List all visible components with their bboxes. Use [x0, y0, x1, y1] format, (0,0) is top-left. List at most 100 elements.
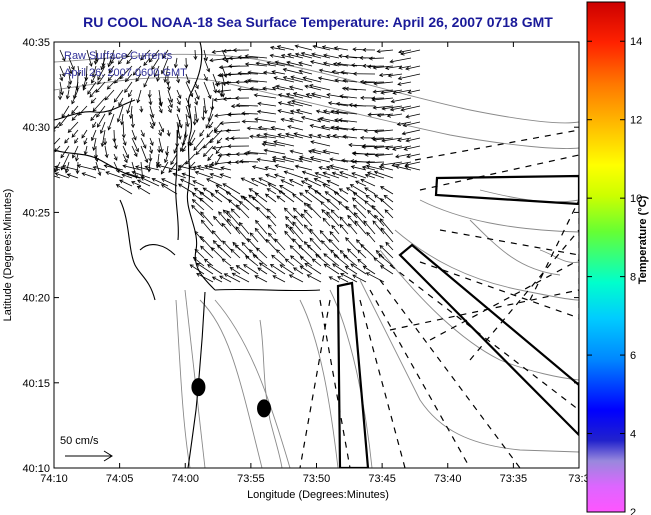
- current-vector: [71, 89, 79, 104]
- current-vector: [245, 255, 259, 267]
- current-vector-head: [359, 55, 364, 60]
- current-vector: [340, 95, 358, 99]
- current-vector: [236, 265, 250, 275]
- current-vector: [373, 257, 385, 267]
- current-vector-head: [186, 103, 191, 109]
- current-vector: [149, 145, 153, 154]
- current-vector: [380, 186, 394, 195]
- current-vector: [213, 97, 232, 101]
- current-vector: [125, 73, 133, 82]
- current-vector: [334, 47, 349, 51]
- current-vector: [347, 248, 358, 259]
- current-vector-head: [97, 171, 102, 177]
- current-vector-head: [203, 76, 208, 82]
- current-vector-head: [237, 55, 242, 60]
- current-vector: [258, 177, 277, 187]
- current-vector-head: [77, 111, 82, 116]
- current-vector-head: [359, 135, 365, 140]
- current-vector-head: [100, 65, 105, 71]
- current-vector: [331, 110, 349, 115]
- current-vector: [121, 113, 124, 125]
- current-vector: [195, 145, 205, 155]
- current-vector: [176, 73, 180, 83]
- current-vector-head: [113, 79, 118, 84]
- current-vector-head: [285, 92, 291, 97]
- current-vector-head: [323, 53, 328, 58]
- current-vector-head: [177, 167, 182, 172]
- current-vector: [84, 145, 88, 155]
- current-vector-head: [213, 89, 218, 94]
- current-vector-head: [344, 54, 349, 59]
- current-vector-head: [192, 166, 197, 170]
- current-vector-head: [337, 276, 342, 280]
- current-vector-head: [312, 44, 317, 49]
- current-vector: [68, 121, 79, 133]
- current-vector-head: [199, 235, 204, 240]
- current-vector-head: [269, 263, 275, 268]
- current-vector-head: [309, 156, 315, 161]
- current-vector-head: [135, 77, 140, 83]
- colorbar-tick-label: 12: [630, 115, 642, 127]
- current-vector-head: [407, 90, 412, 95]
- x-tick-label: 73:50: [303, 473, 331, 485]
- current-vector-head: [256, 157, 261, 162]
- current-vector-head: [148, 58, 153, 63]
- current-vector-head: [344, 265, 349, 270]
- current-vector: [54, 166, 70, 171]
- current-vector: [366, 232, 376, 243]
- current-vector: [59, 113, 70, 127]
- current-vector: [263, 133, 286, 139]
- current-vector-head: [59, 91, 64, 96]
- current-vector-head: [262, 70, 268, 75]
- current-vector: [68, 65, 72, 74]
- current-vector-head: [136, 99, 141, 104]
- current-vector: [128, 89, 133, 97]
- current-vector-head: [217, 73, 222, 78]
- current-vector-head: [352, 192, 357, 196]
- colorbar-label: Temperature (°C): [637, 195, 649, 284]
- surface-current-vectors: [54, 44, 421, 283]
- current-vector-head: [71, 100, 76, 105]
- current-vector-head: [83, 151, 88, 156]
- current-vector-head: [131, 181, 136, 185]
- current-vector-head: [209, 139, 214, 144]
- current-vector: [230, 267, 241, 275]
- current-vector-head: [347, 214, 352, 220]
- current-vector-head: [210, 162, 215, 167]
- current-vector-head: [230, 136, 235, 141]
- current-vector: [397, 137, 412, 141]
- current-vector: [105, 171, 124, 179]
- current-vector-head: [222, 48, 227, 53]
- current-vector: [71, 129, 79, 138]
- current-vector: [245, 63, 268, 67]
- current-vector: [215, 153, 223, 166]
- current-vector-head: [266, 208, 271, 213]
- current-vector-head: [341, 158, 346, 163]
- current-vector: [280, 179, 295, 187]
- current-vector: [301, 52, 322, 59]
- radial-line: [414, 129, 579, 161]
- current-vector-head: [378, 165, 383, 170]
- current-vector-head: [203, 109, 208, 115]
- current-vector: [329, 276, 340, 283]
- current-vector-head: [61, 164, 67, 169]
- current-vector-head: [287, 100, 292, 105]
- current-vector-head: [200, 219, 205, 224]
- current-vector: [330, 209, 340, 219]
- current-vector: [282, 156, 304, 163]
- y-tick-label: 40:15: [22, 378, 50, 390]
- current-vector: [338, 119, 358, 123]
- current-vector: [380, 161, 403, 166]
- current-vector: [140, 105, 143, 113]
- current-vector-head: [103, 141, 108, 146]
- current-vector-head: [185, 123, 190, 128]
- current-vector-head: [218, 211, 223, 216]
- current-vector-head: [333, 46, 338, 51]
- current-vector-head: [81, 172, 86, 177]
- current-vector-head: [381, 106, 386, 111]
- current-vector: [59, 49, 66, 62]
- current-vector-head: [294, 164, 299, 169]
- current-vector-head: [217, 153, 222, 158]
- current-vector-head: [315, 253, 320, 258]
- current-vector: [275, 165, 295, 171]
